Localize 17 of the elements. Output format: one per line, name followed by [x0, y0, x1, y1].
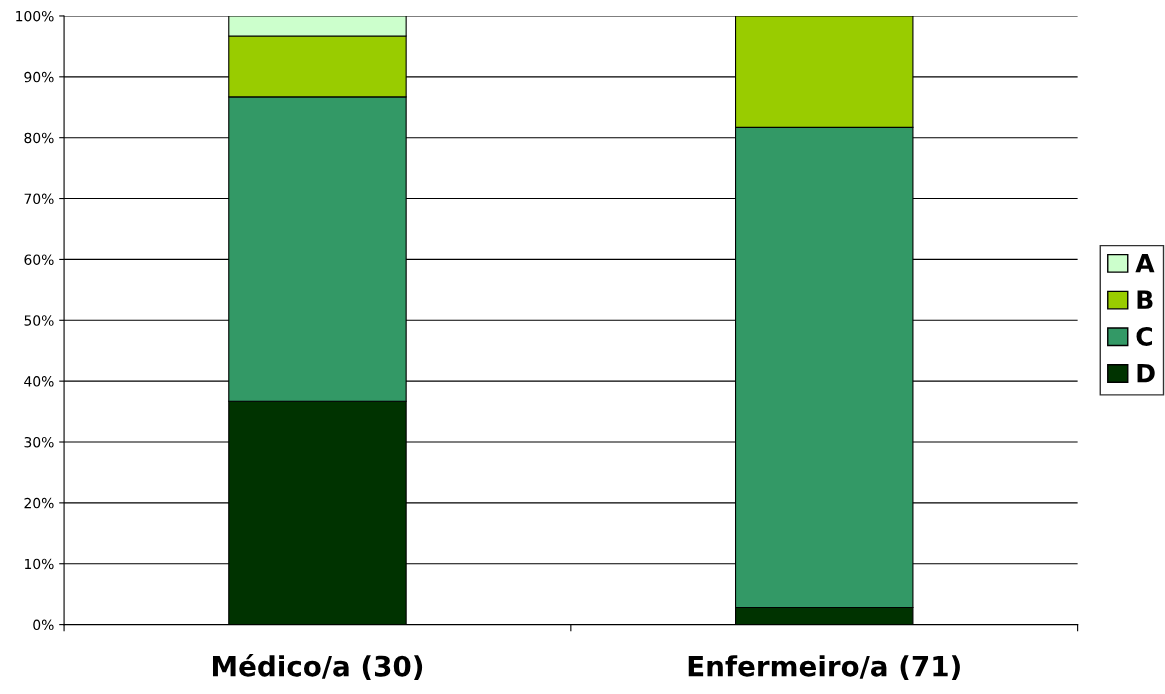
- y-tick-label: 10%: [25, 558, 54, 570]
- y-tick-label: 30%: [24, 436, 54, 448]
- legend-label: A: [1135, 253, 1155, 273]
- y-tick-label: 60%: [24, 254, 54, 265]
- y-tick-label: 20%: [24, 497, 54, 509]
- legend-label: D: [1137, 364, 1155, 383]
- legend-label: C: [1136, 326, 1153, 346]
- y-tick-label: 0%: [33, 619, 54, 631]
- y-tick-label: 80%: [24, 132, 54, 144]
- legend-label: B: [1137, 290, 1153, 309]
- x-tick-label: Médico/a (30): [212, 654, 423, 680]
- x-tick-label: Enfermeiro/a (71): [688, 655, 960, 680]
- y-tick-label: 40%: [24, 376, 54, 387]
- y-tick-label: 70%: [24, 193, 54, 205]
- y-tick-label: 90%: [24, 71, 54, 83]
- y-tick-label: 100%: [16, 10, 54, 22]
- y-tick-label: 50%: [24, 315, 54, 326]
